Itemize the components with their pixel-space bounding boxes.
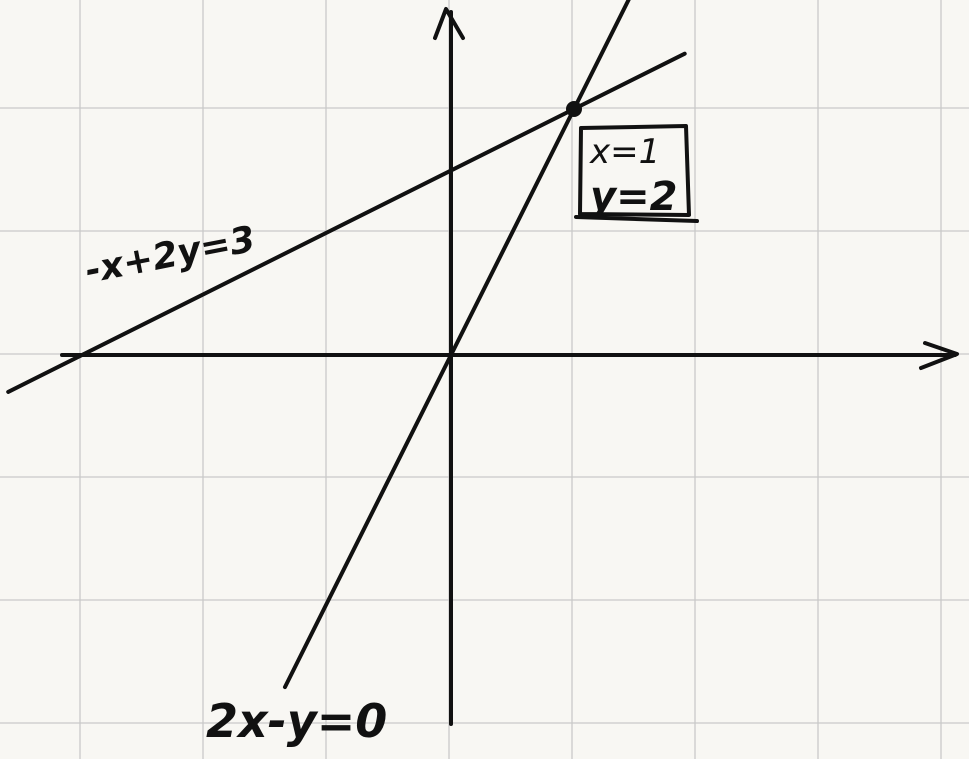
x-axis-arrow-icon: [919, 341, 959, 370]
solution-y-label: y=2: [590, 174, 677, 220]
axes: [60, 7, 959, 726]
y-axis-arrow-icon: [433, 7, 465, 40]
solution-box: x=1 y=2: [574, 124, 699, 223]
equation-lines: [6, 0, 687, 690]
equation-line-1: [6, 51, 687, 394]
intersection-point: [566, 101, 582, 117]
solution-x-label: x=1: [589, 132, 660, 172]
equation-label-2: 2x-y=0: [206, 694, 387, 748]
